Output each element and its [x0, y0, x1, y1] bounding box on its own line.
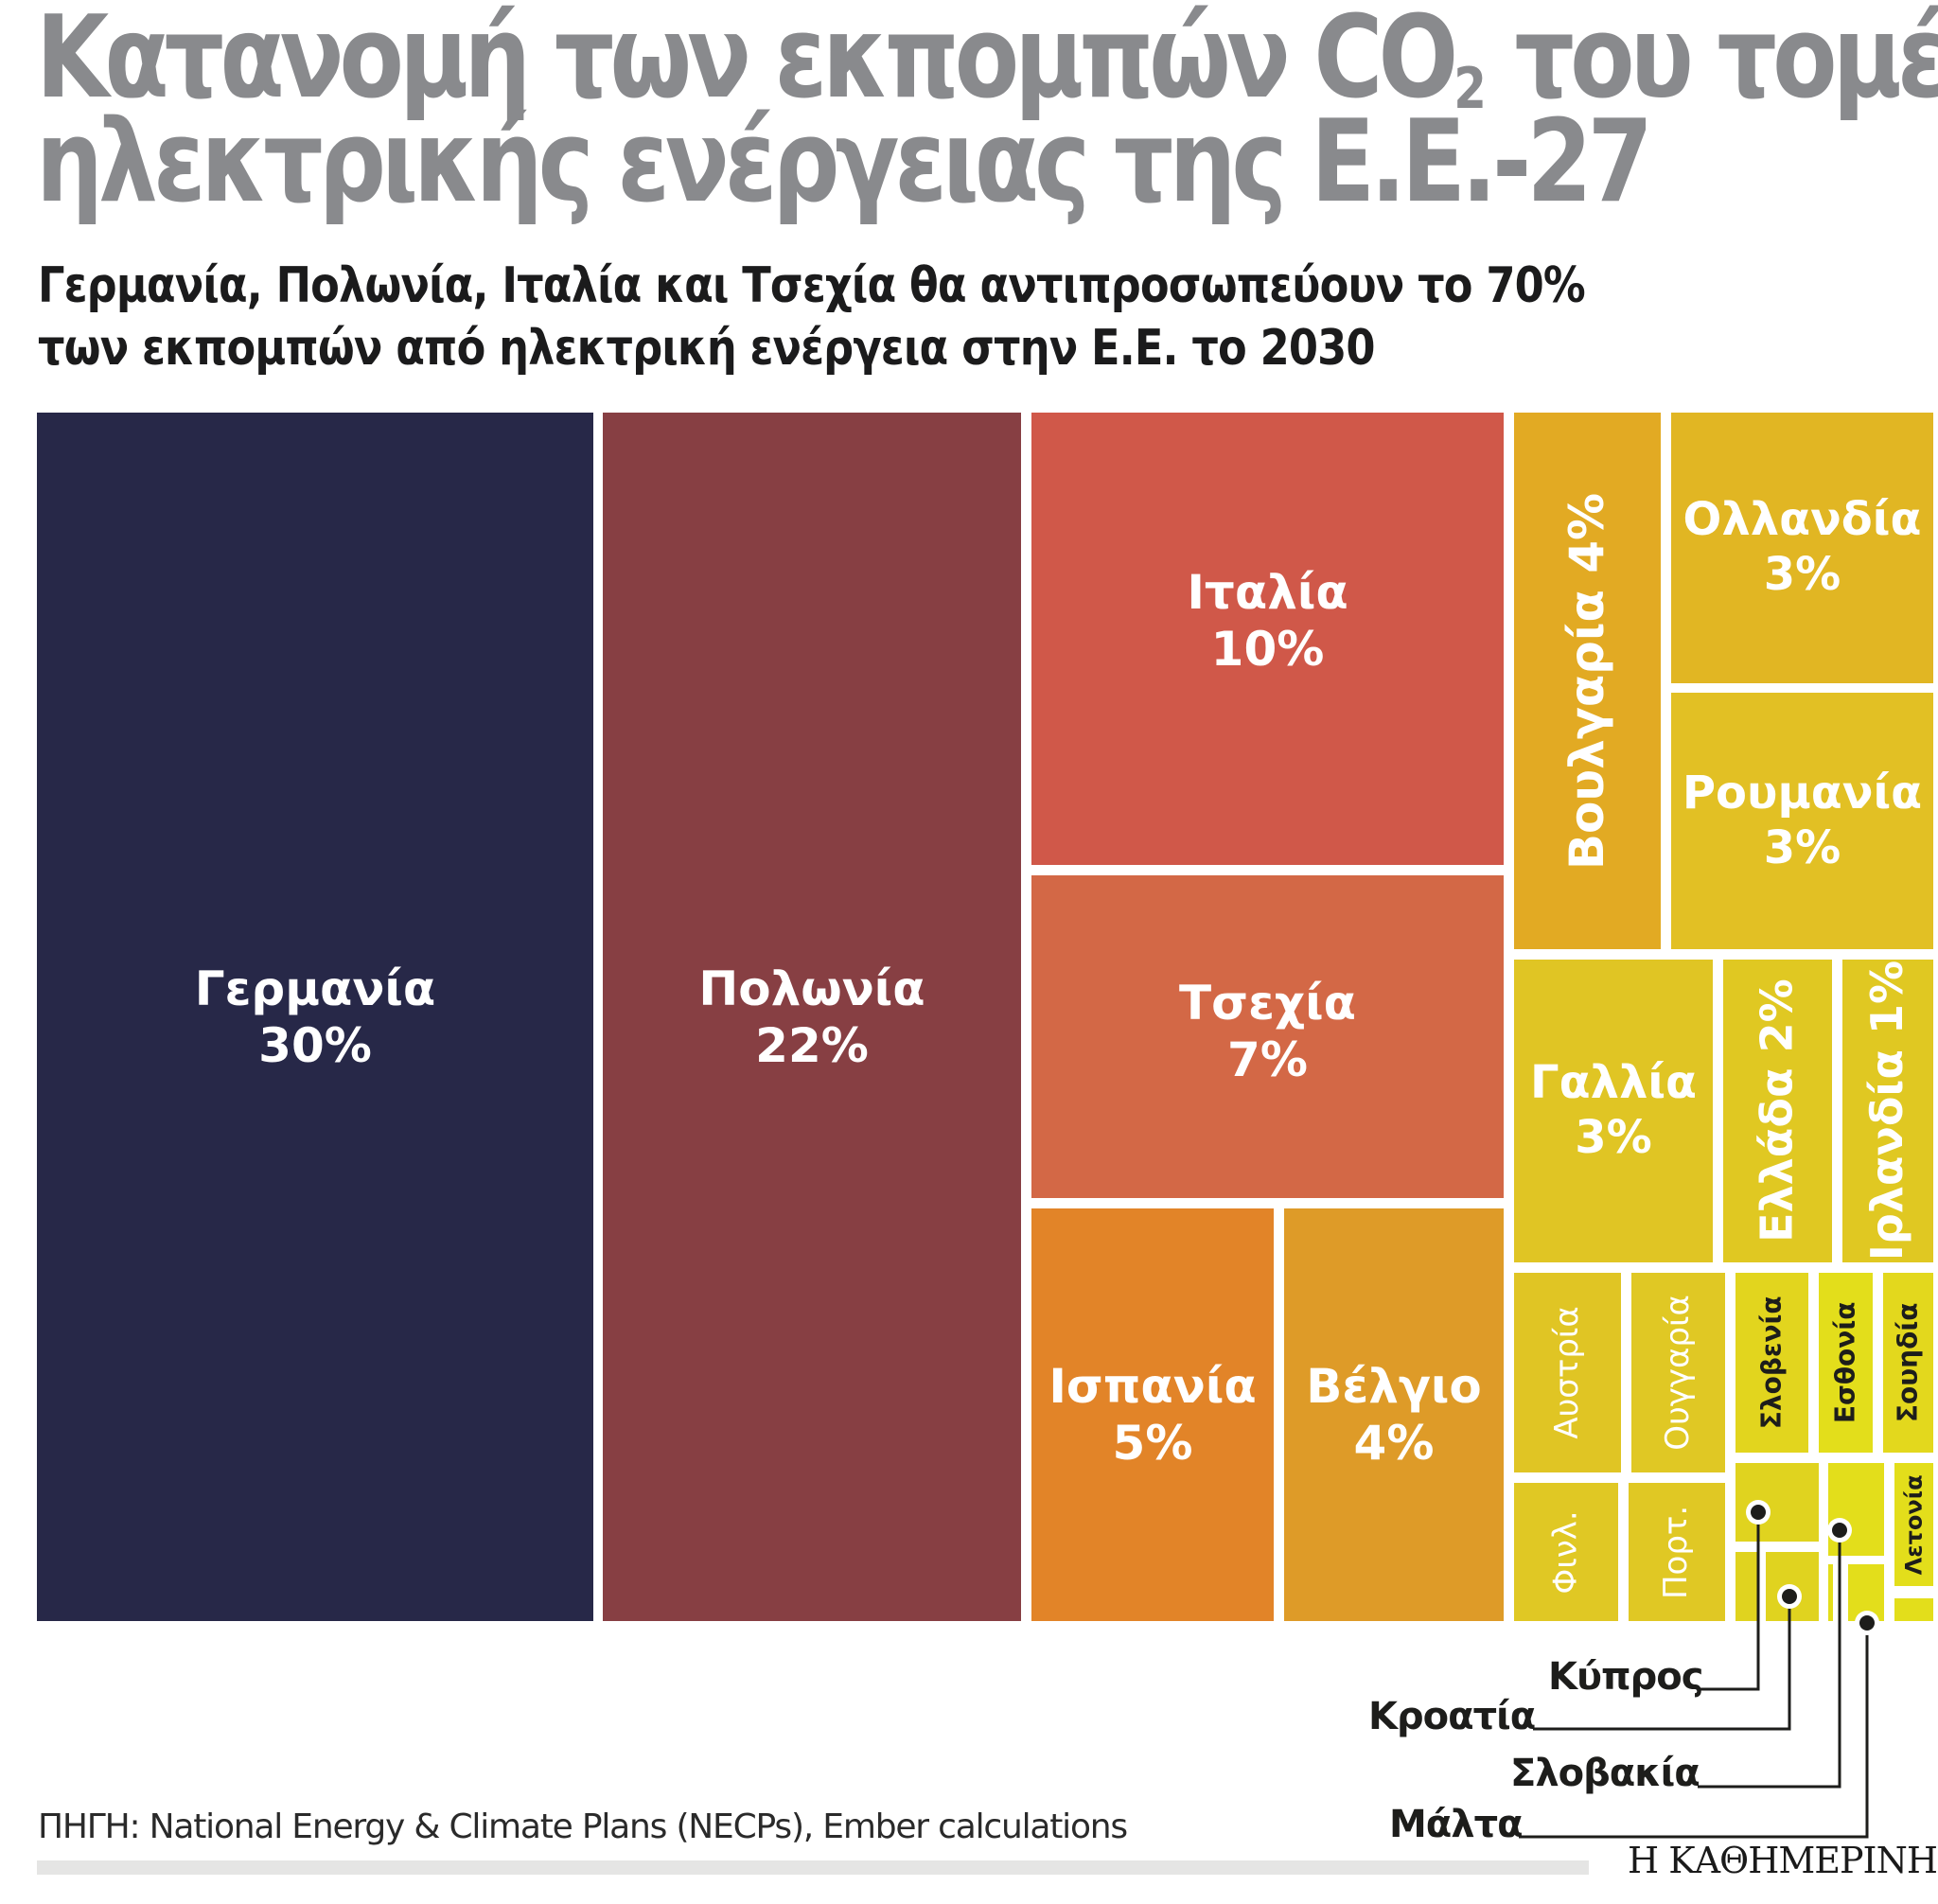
- cell-estonia: Εσθονία: [1819, 1273, 1873, 1453]
- label-portugal: Πορτ.: [1657, 1505, 1696, 1599]
- cell-unlabeled-small: [1735, 1552, 1759, 1621]
- publisher-logo: Η ΚΑΘΗΜΕΡΙΝΗ: [1628, 1840, 1938, 1881]
- cell-croatia: [1766, 1552, 1819, 1621]
- cell-austria: Αυστρία: [1514, 1273, 1621, 1472]
- cell-czechia: Τσεχία 7%: [1031, 875, 1504, 1198]
- label-greece: Ελλάδα 2%: [1751, 978, 1803, 1243]
- label-pct: 3%: [1575, 1111, 1652, 1164]
- callout-cyprus: Κύπρος: [1548, 1655, 1703, 1699]
- label-name: Τσεχία: [1179, 976, 1356, 1031]
- cell-finland: Φινλ.: [1514, 1483, 1618, 1621]
- label-name: Ολλανδία: [1683, 493, 1922, 547]
- label-pct: 7%: [1227, 1032, 1308, 1087]
- label-pct: 30%: [258, 1017, 372, 1073]
- label-pct: 4%: [1353, 1416, 1435, 1471]
- label-sweden: Σουηδία: [1892, 1302, 1924, 1423]
- chart-subtitle-line2: των εκπομπών από ηλεκτρική ενέργεια στην…: [38, 320, 1376, 377]
- label-pct: 3%: [1763, 548, 1841, 601]
- source-note: ΠΗΓΗ: National Energy & Climate Plans (N…: [38, 1807, 1128, 1846]
- cell-cyprus: [1735, 1463, 1819, 1542]
- chart-subtitle-line1: Γερμανία, Πολωνία, Ιταλία και Τσεχία θα …: [38, 257, 1586, 314]
- title-subscript: 2: [1454, 56, 1487, 122]
- callout-croatia: Κροατία: [1368, 1695, 1536, 1738]
- chart-title-line1: Κατανομή των εκπομπών CO2 του τομέα: [36, 2, 1938, 118]
- cell-italy: Ιταλία 10%: [1031, 413, 1504, 865]
- label-estonia: Εσθονία: [1829, 1301, 1861, 1424]
- chart-title-line2: ηλεκτρικής ενέργειας της Ε.Ε.-27: [36, 97, 1653, 228]
- callout-malta: Μάλτα: [1389, 1803, 1524, 1846]
- cell-netherlands: Ολλανδία 3%: [1671, 413, 1933, 683]
- cell-greece: Ελλάδα 2%: [1723, 960, 1832, 1262]
- callout-slovakia: Σλοβακία: [1510, 1752, 1700, 1795]
- label-name: Γερμανία: [194, 961, 436, 1016]
- label-slovenia: Σλοβενία: [1755, 1296, 1788, 1430]
- cell-germany: Γερμανία 30%: [37, 413, 593, 1621]
- label-name: Γαλλία: [1530, 1056, 1697, 1110]
- footer-divider: [37, 1860, 1589, 1875]
- cell-unlabeled-narrow: [1828, 1564, 1833, 1621]
- label-bulgaria: Βουλγαρία 4%: [1559, 492, 1615, 870]
- cell-romania: Ρουμανία 3%: [1671, 693, 1933, 949]
- label-pct: 5%: [1112, 1416, 1193, 1471]
- label-ireland: Ιρλανδία 1%: [1861, 961, 1913, 1261]
- cell-unlabeled-tiny: [1894, 1598, 1933, 1621]
- cell-belgium: Βέλγιο 4%: [1284, 1208, 1504, 1621]
- label-name: Ιταλία: [1187, 565, 1348, 620]
- cell-france: Γαλλία 3%: [1514, 960, 1713, 1262]
- label-name: Πολωνία: [698, 961, 925, 1016]
- cell-ireland: Ιρλανδία 1%: [1842, 960, 1933, 1262]
- cell-poland: Πολωνία 22%: [603, 413, 1021, 1621]
- title-text-pre: Κατανομή των εκπομπών CO: [36, 0, 1458, 124]
- cell-spain: Ισπανία 5%: [1031, 1208, 1274, 1621]
- cell-hungary: Ουγγαρία: [1631, 1273, 1725, 1472]
- cell-latvia: Λετονία: [1894, 1463, 1933, 1586]
- label-hungary: Ουγγαρία: [1659, 1295, 1698, 1451]
- cell-slovakia: [1828, 1463, 1884, 1556]
- label-finland: Φινλ.: [1546, 1509, 1585, 1595]
- label-name: Ρουμανία: [1682, 766, 1923, 820]
- title-text-post: του τομέα: [1514, 0, 1938, 124]
- label-pct: 22%: [755, 1017, 869, 1073]
- label-pct: 10%: [1210, 622, 1325, 677]
- label-name: Βέλγιο: [1306, 1359, 1482, 1414]
- label-austria: Αυστρία: [1548, 1306, 1587, 1439]
- cell-portugal: Πορτ.: [1629, 1483, 1725, 1621]
- label-pct: 3%: [1763, 820, 1841, 874]
- label-name: Ισπανία: [1048, 1359, 1257, 1414]
- label-latvia: Λετονία: [1900, 1474, 1928, 1575]
- cell-malta: [1848, 1564, 1884, 1621]
- cell-sweden: Σουηδία: [1883, 1273, 1933, 1453]
- cell-bulgaria: Βουλγαρία 4%: [1514, 413, 1661, 949]
- cell-slovenia: Σλοβενία: [1735, 1273, 1808, 1453]
